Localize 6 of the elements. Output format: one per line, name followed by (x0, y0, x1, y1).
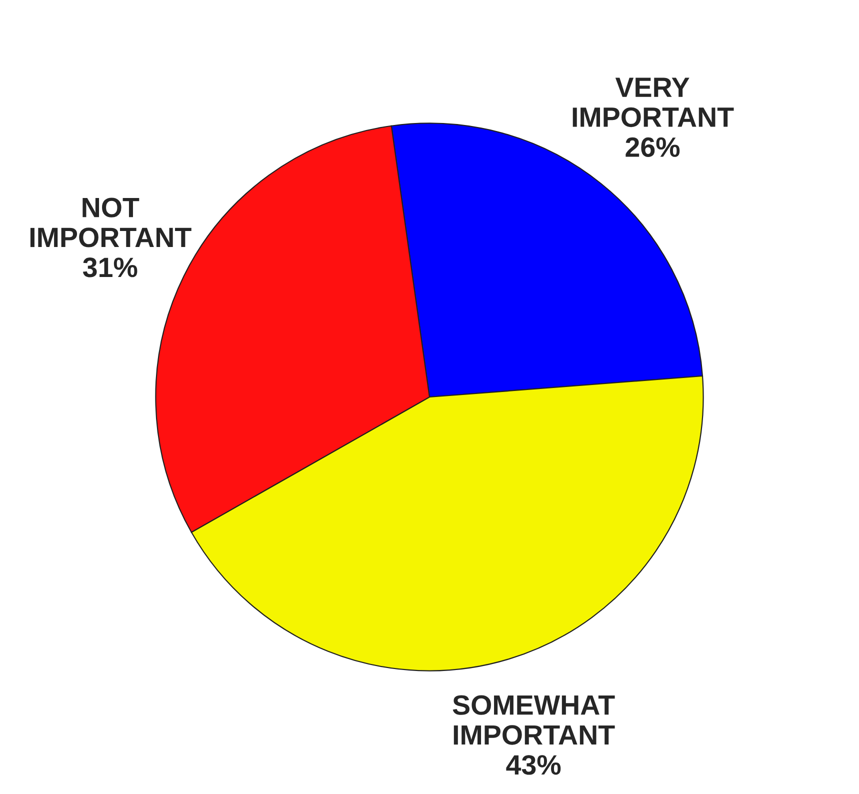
slice-label: SOMEWHAT IMPORTANT (452, 695, 615, 745)
data-label: 43% (506, 755, 561, 775)
data-label: 26% (626, 137, 680, 157)
data-label: 31% (82, 258, 138, 278)
slice-label: NOT IMPORTANT (30, 198, 192, 248)
slice-label: VERY IMPORTANT (572, 78, 734, 128)
